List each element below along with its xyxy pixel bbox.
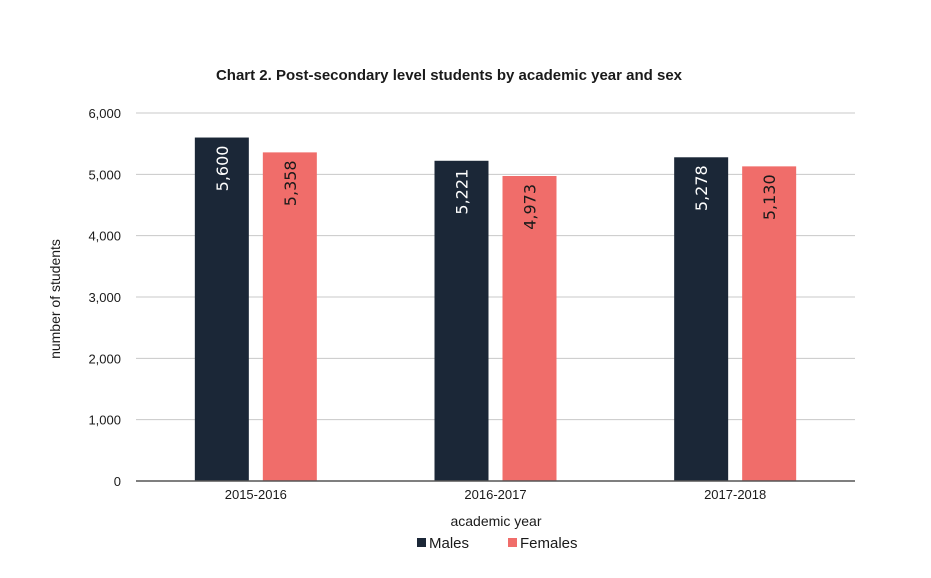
y-tick-label: 4,000 <box>88 229 121 244</box>
legend: Males Females <box>417 535 578 552</box>
data-label: 4,973 <box>521 184 540 230</box>
legend-swatch-males <box>417 538 426 547</box>
data-label: 5,278 <box>692 165 711 211</box>
y-tick-label: 0 <box>114 474 121 489</box>
y-tick-label: 5,000 <box>88 167 121 182</box>
y-axis-ticks: 0 1,000 2,000 3,000 4,000 5,000 6,000 <box>88 106 121 489</box>
bars <box>194 137 797 482</box>
data-label: 5,130 <box>760 174 779 220</box>
bar-males-2015-2016 <box>194 137 249 482</box>
y-tick-label: 1,000 <box>88 413 121 428</box>
x-axis-ticks: 2015-2016 2016-2017 2017-2018 <box>225 487 767 502</box>
y-tick-label: 6,000 <box>88 106 121 121</box>
x-tick-label: 2017-2018 <box>704 487 766 502</box>
gridlines <box>136 112 855 421</box>
bar-females-2017-2018 <box>742 166 797 482</box>
bar-males-2017-2018 <box>674 157 729 482</box>
y-tick-label: 3,000 <box>88 290 121 305</box>
x-tick-label: 2016-2017 <box>464 487 526 502</box>
data-label: 5,600 <box>213 146 232 192</box>
data-label: 5,221 <box>453 169 472 215</box>
x-tick-label: 2015-2016 <box>225 487 287 502</box>
y-tick-label: 2,000 <box>88 351 121 366</box>
bar-females-2015-2016 <box>262 152 317 481</box>
bar-females-2016-2017 <box>502 175 557 482</box>
chart-title: Chart 2. Post-secondary level students b… <box>216 67 683 84</box>
legend-label-males: Males <box>429 535 469 552</box>
legend-label-females: Females <box>520 535 578 552</box>
x-axis-label: academic year <box>450 513 541 529</box>
data-labels: 5,600 5,358 5,221 4,973 5,278 5,130 <box>213 146 779 230</box>
data-label: 5,358 <box>281 160 300 206</box>
y-axis-label: number of students <box>47 239 63 359</box>
legend-swatch-females <box>508 538 517 547</box>
bar-males-2016-2017 <box>434 160 489 481</box>
